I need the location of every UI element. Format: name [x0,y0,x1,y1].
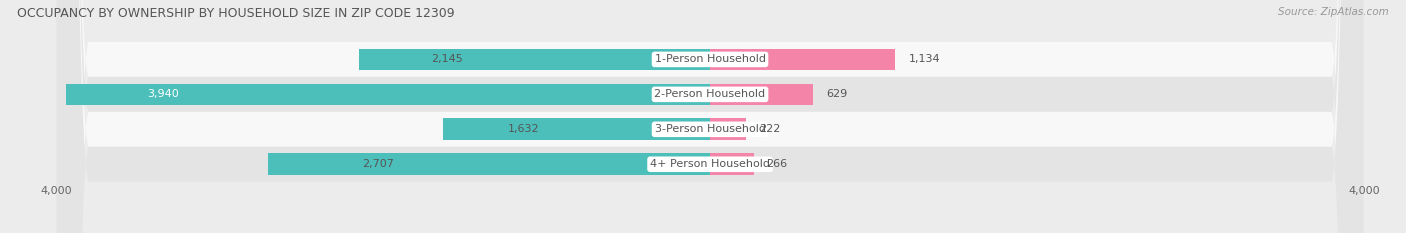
Text: 3-Person Household: 3-Person Household [655,124,765,134]
Text: 1,632: 1,632 [508,124,538,134]
FancyBboxPatch shape [56,0,1364,233]
Text: 4+ Person Household: 4+ Person Household [650,159,770,169]
Bar [710,49,896,70]
Bar [710,83,813,105]
Text: Source: ZipAtlas.com: Source: ZipAtlas.com [1278,7,1389,17]
Text: 2-Person Household: 2-Person Household [654,89,766,99]
FancyBboxPatch shape [56,0,1364,233]
Text: 629: 629 [825,89,848,99]
FancyBboxPatch shape [56,0,1364,233]
Bar [360,49,710,70]
Bar [710,118,747,140]
Text: 266: 266 [766,159,787,169]
Bar [267,153,710,175]
Text: OCCUPANCY BY OWNERSHIP BY HOUSEHOLD SIZE IN ZIP CODE 12309: OCCUPANCY BY OWNERSHIP BY HOUSEHOLD SIZE… [17,7,454,20]
Bar [443,118,710,140]
Bar [66,83,710,105]
Text: 2,707: 2,707 [363,159,394,169]
Text: 1,134: 1,134 [908,55,941,64]
Text: 222: 222 [759,124,780,134]
Text: 1-Person Household: 1-Person Household [655,55,765,64]
Text: 3,940: 3,940 [146,89,179,99]
Bar [710,153,754,175]
Text: 2,145: 2,145 [432,55,463,64]
FancyBboxPatch shape [56,0,1364,233]
